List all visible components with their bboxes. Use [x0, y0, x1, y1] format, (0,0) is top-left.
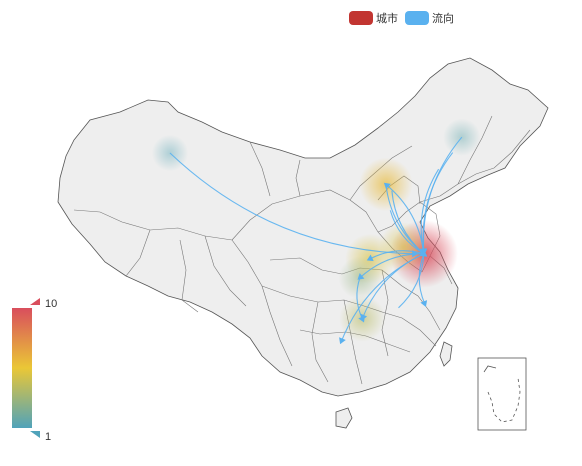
- flow-layer: [169, 136, 463, 345]
- flow-arrowhead: [366, 254, 374, 262]
- chart-legend: 城市 流向: [349, 11, 454, 25]
- visual-map-max-handle[interactable]: [30, 298, 40, 305]
- visual-map-bar[interactable]: [12, 308, 32, 428]
- taiwan-shape: [439, 341, 453, 367]
- hainan-shape: [335, 407, 353, 429]
- flow-line[interactable]: [391, 190, 425, 255]
- flow-line[interactable]: [356, 277, 363, 319]
- flow-line[interactable]: [422, 152, 454, 254]
- flow-arrowhead: [358, 315, 365, 323]
- flow-line[interactable]: [385, 183, 425, 254]
- legend-item-city[interactable]: 城市: [349, 11, 398, 25]
- flow-line[interactable]: [339, 253, 425, 344]
- legend-label-city: 城市: [376, 11, 398, 25]
- heat-point-nanjing[interactable]: [378, 222, 429, 273]
- flow-line[interactable]: [369, 250, 425, 260]
- south-china-sea-inset: [477, 357, 527, 431]
- flow-line[interactable]: [359, 253, 424, 279]
- china-mainland-shape: [57, 57, 549, 397]
- legend-swatch-city: [349, 11, 373, 25]
- legend-label-flow: 流向: [432, 11, 454, 25]
- flow-arrowhead: [420, 250, 428, 257]
- legend-item-flow[interactable]: 流向: [405, 11, 454, 25]
- flow-arrowhead: [383, 182, 391, 190]
- flow-line[interactable]: [418, 253, 426, 304]
- visual-map-max-label: 10: [45, 298, 57, 310]
- visual-map-min-label: 1: [45, 431, 51, 443]
- flow-arrowhead: [339, 337, 346, 345]
- visual-map-scale[interactable]: 10 1: [12, 298, 57, 443]
- china-basemap: [57, 57, 549, 431]
- flow-arrowhead: [420, 300, 428, 307]
- flow-line[interactable]: [389, 210, 425, 255]
- visual-map-min-handle[interactable]: [30, 431, 40, 438]
- legend-swatch-flow: [405, 11, 429, 25]
- flow-line[interactable]: [398, 253, 425, 309]
